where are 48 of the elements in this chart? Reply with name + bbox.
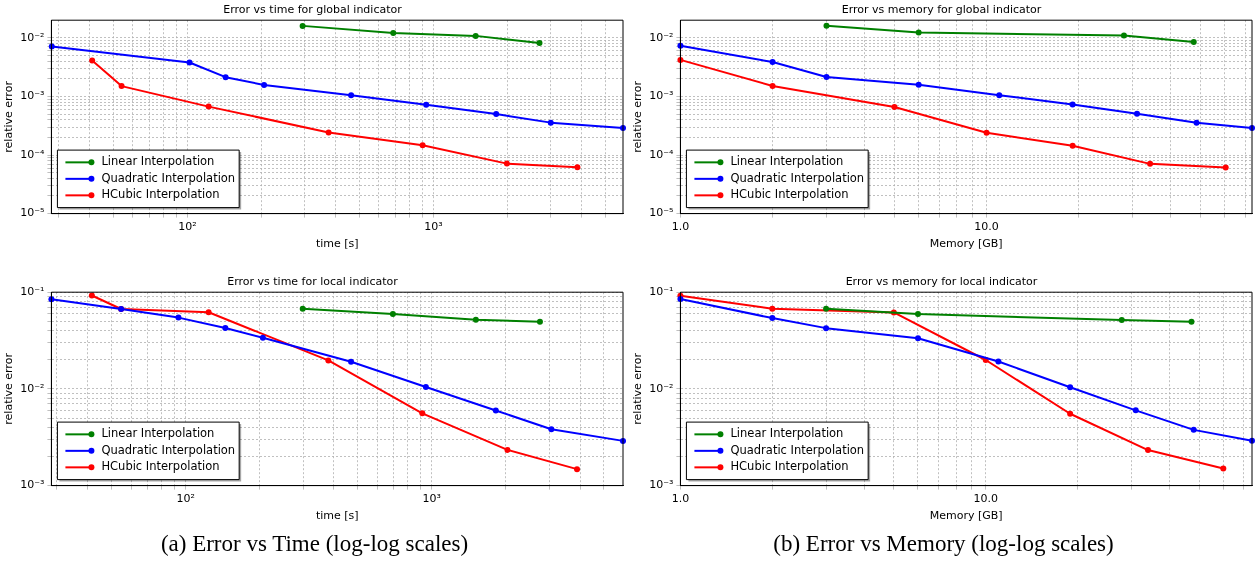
- chart-title: Error vs time for local indicator: [227, 275, 399, 289]
- legend-label: Quadratic Interpolation: [101, 170, 236, 185]
- y-axis-title: relative error: [2, 352, 16, 425]
- legend-label: Linear Interpolation: [730, 154, 844, 169]
- x-tick-label: 1.0: [671, 492, 690, 506]
- y-tick-label: 10⁻⁵: [649, 206, 674, 220]
- text: (b) Error vs Memory (log-log scales): [772, 530, 1115, 558]
- y-axis-title: relative error: [631, 80, 645, 153]
- legend-label: HCubic Interpolation: [101, 187, 220, 202]
- legend-label: Quadratic Interpolation: [730, 442, 865, 457]
- x-tick-label: 1.0: [671, 220, 690, 234]
- y-tick-label: 10⁻²: [20, 381, 45, 395]
- chart-title: Error vs memory for global indicator: [841, 3, 1042, 17]
- legend-label: Quadratic Interpolation: [101, 442, 236, 457]
- legend-label: Linear Interpolation: [730, 426, 844, 441]
- x-tick-label: 10²: [176, 492, 195, 506]
- y-tick-label: 10⁻³: [649, 89, 674, 103]
- y-tick-label: 10⁻²: [20, 30, 45, 44]
- y-tick-label: 10⁻²: [649, 381, 674, 395]
- x-tick-label: 10³: [422, 492, 442, 506]
- x-tick-label: 10³: [424, 220, 443, 234]
- chart-title: Error vs memory for local indicator: [845, 275, 1038, 289]
- legend-label: HCubic Interpolation: [101, 459, 220, 474]
- x-tick-label: 10²: [178, 220, 197, 234]
- x-tick-label: 10.0: [974, 220, 999, 234]
- x-axis-title: Memory [GB]: [929, 237, 1003, 251]
- y-axis-title: relative error: [2, 80, 16, 153]
- legend-label: HCubic Interpolation: [730, 459, 849, 474]
- y-tick-label: 10⁻¹: [649, 285, 674, 299]
- chart-title: Error vs time for global indicator: [223, 3, 403, 17]
- y-tick-label: 10⁻⁴: [20, 147, 45, 161]
- y-tick-label: 10⁻³: [649, 478, 674, 492]
- y-tick-label: 10⁻³: [20, 478, 45, 492]
- y-tick-label: 10⁻³: [20, 89, 45, 103]
- legend-label: HCubic Interpolation: [730, 187, 849, 202]
- legend-label: Linear Interpolation: [101, 154, 215, 169]
- legend-label: Linear Interpolation: [101, 426, 215, 441]
- y-tick-label: 10⁻¹: [20, 285, 45, 299]
- legend-label: Quadratic Interpolation: [730, 170, 865, 185]
- x-axis-title: time [s]: [315, 237, 359, 251]
- y-tick-label: 10⁻⁴: [649, 147, 674, 161]
- y-tick-label: 10⁻⁵: [20, 206, 45, 220]
- x-axis-title: time [s]: [315, 509, 359, 523]
- y-axis-title: relative error: [631, 352, 645, 425]
- y-tick-label: 10⁻²: [649, 30, 674, 44]
- text: (a) Error vs Time (log-log scales): [159, 530, 470, 558]
- x-tick-label: 10.0: [973, 492, 998, 506]
- x-axis-title: Memory [GB]: [929, 509, 1003, 523]
